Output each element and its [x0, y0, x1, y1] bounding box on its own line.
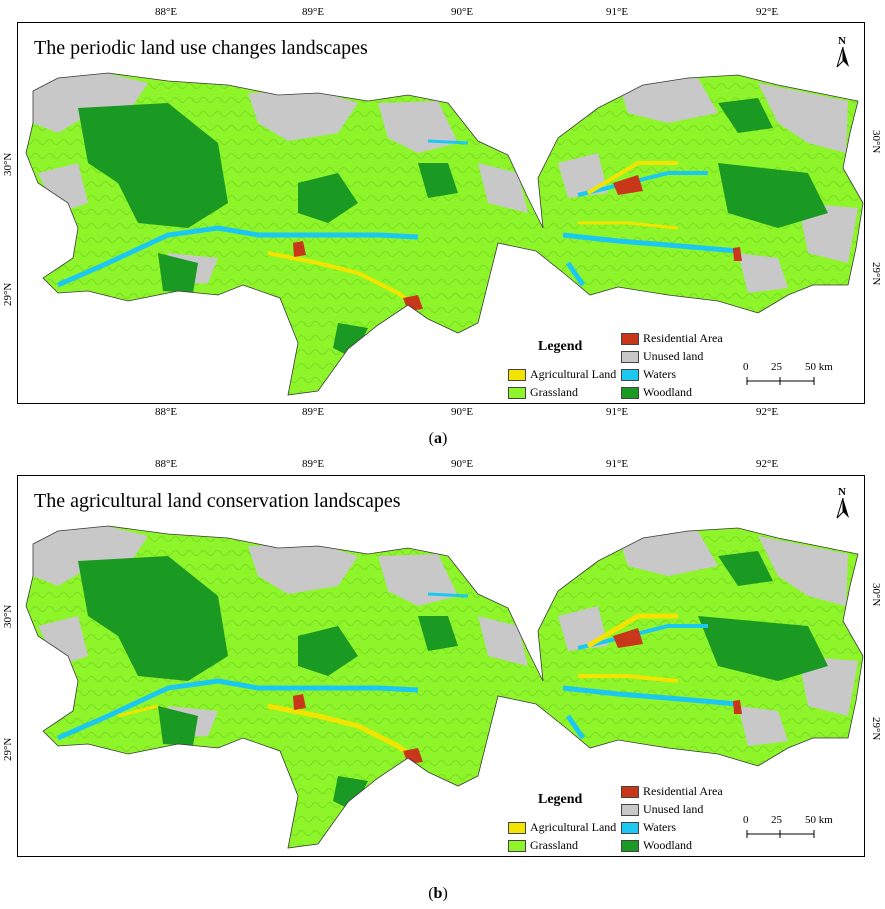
legend-swatch — [621, 368, 639, 381]
legend-swatch — [621, 332, 639, 345]
left-tick-29: 29°N — [2, 282, 14, 306]
map-title: The agricultural land conservation lands… — [34, 490, 401, 512]
legend-swatch — [508, 386, 526, 399]
legend-item-waters: Waters — [621, 820, 676, 835]
bottom-tick-91: 91°E — [605, 406, 629, 418]
woodland-region — [78, 103, 228, 228]
scale-label-50: 50 km — [805, 361, 833, 373]
legend-title: Legend — [538, 339, 583, 354]
legend-item-grassland: Grassland — [508, 838, 578, 853]
north-arrow: N — [833, 486, 853, 520]
top-tick-89: 89°E — [301, 458, 325, 470]
top-tick-90: 90°E — [450, 458, 474, 470]
caption-a: (a) — [428, 430, 448, 447]
legend-item-unused: Unused land — [621, 349, 703, 364]
woodland-region — [78, 556, 228, 681]
land-use-map — [25, 72, 864, 396]
right-tick-30: 30°N — [870, 583, 882, 607]
map-title: The periodic land use changes landscapes — [34, 37, 368, 59]
legend-swatch — [508, 821, 526, 834]
residential-area — [613, 628, 643, 648]
scale-label-50: 50 km — [805, 814, 833, 826]
bottom-tick-90: 90°E — [450, 406, 474, 418]
north-label: N — [838, 35, 846, 47]
land-use-map — [25, 525, 864, 849]
right-tick-29: 29°N — [870, 262, 882, 286]
top-tick-88: 88°E — [154, 6, 178, 18]
legend-item-agricultural: Agricultural Land — [508, 820, 616, 835]
legend-item-waters: Waters — [621, 367, 676, 382]
scale-label-25: 25 — [771, 361, 782, 373]
top-tick-89: 89°E — [301, 6, 325, 18]
river-main — [56, 678, 419, 741]
legend-item-woodland: Woodland — [621, 838, 692, 853]
top-tick-90: 90°E — [450, 6, 474, 18]
river-main — [56, 225, 419, 288]
legend-swatch — [508, 368, 526, 381]
bottom-tick-89: 89°E — [301, 406, 325, 418]
legend-swatch — [621, 821, 639, 834]
unused-land-region — [28, 73, 148, 133]
legend-title: Legend — [538, 792, 583, 807]
residential-area — [613, 175, 643, 195]
top-tick-91: 91°E — [605, 458, 629, 470]
legend-swatch — [621, 785, 639, 798]
left-tick-30: 30°N — [2, 604, 14, 628]
left-tick-30: 30°N — [2, 152, 14, 176]
top-tick-92: 92°E — [755, 6, 779, 18]
legend-swatch — [621, 350, 639, 363]
legend-swatch — [621, 386, 639, 399]
left-tick-29: 29°N — [2, 737, 14, 761]
right-tick-30: 30°N — [870, 130, 882, 154]
legend-item-agricultural: Agricultural Land — [508, 367, 616, 382]
right-tick-29: 29°N — [870, 717, 882, 741]
scale-bar: 0 25 50 km — [743, 814, 853, 844]
caption-b: (b) — [428, 885, 448, 902]
legend-item-unused: Unused land — [621, 802, 703, 817]
bottom-tick-92: 92°E — [755, 406, 779, 418]
top-tick-91: 91°E — [605, 6, 629, 18]
top-tick-88: 88°E — [154, 458, 178, 470]
north-label: N — [838, 486, 846, 498]
legend-swatch — [508, 839, 526, 852]
scale-label-25: 25 — [771, 814, 782, 826]
top-tick-92: 92°E — [755, 458, 779, 470]
scale-label-0: 0 — [743, 814, 749, 826]
legend-item-residential: Residential Area — [621, 784, 723, 799]
legend-swatch — [621, 839, 639, 852]
scale-bar: 0 25 50 km — [743, 361, 853, 391]
legend-item-woodland: Woodland — [621, 385, 692, 400]
north-arrow: N — [833, 35, 853, 69]
legend-swatch — [621, 803, 639, 816]
scale-label-0: 0 — [743, 361, 749, 373]
unused-land-region — [28, 526, 148, 586]
bottom-tick-88: 88°E — [154, 406, 178, 418]
legend-item-residential: Residential Area — [621, 331, 723, 346]
map-frame: The periodic land use changes landscapes… — [17, 22, 865, 404]
legend-item-grassland: Grassland — [508, 385, 578, 400]
map-frame: The agricultural land conservation lands… — [17, 475, 865, 857]
